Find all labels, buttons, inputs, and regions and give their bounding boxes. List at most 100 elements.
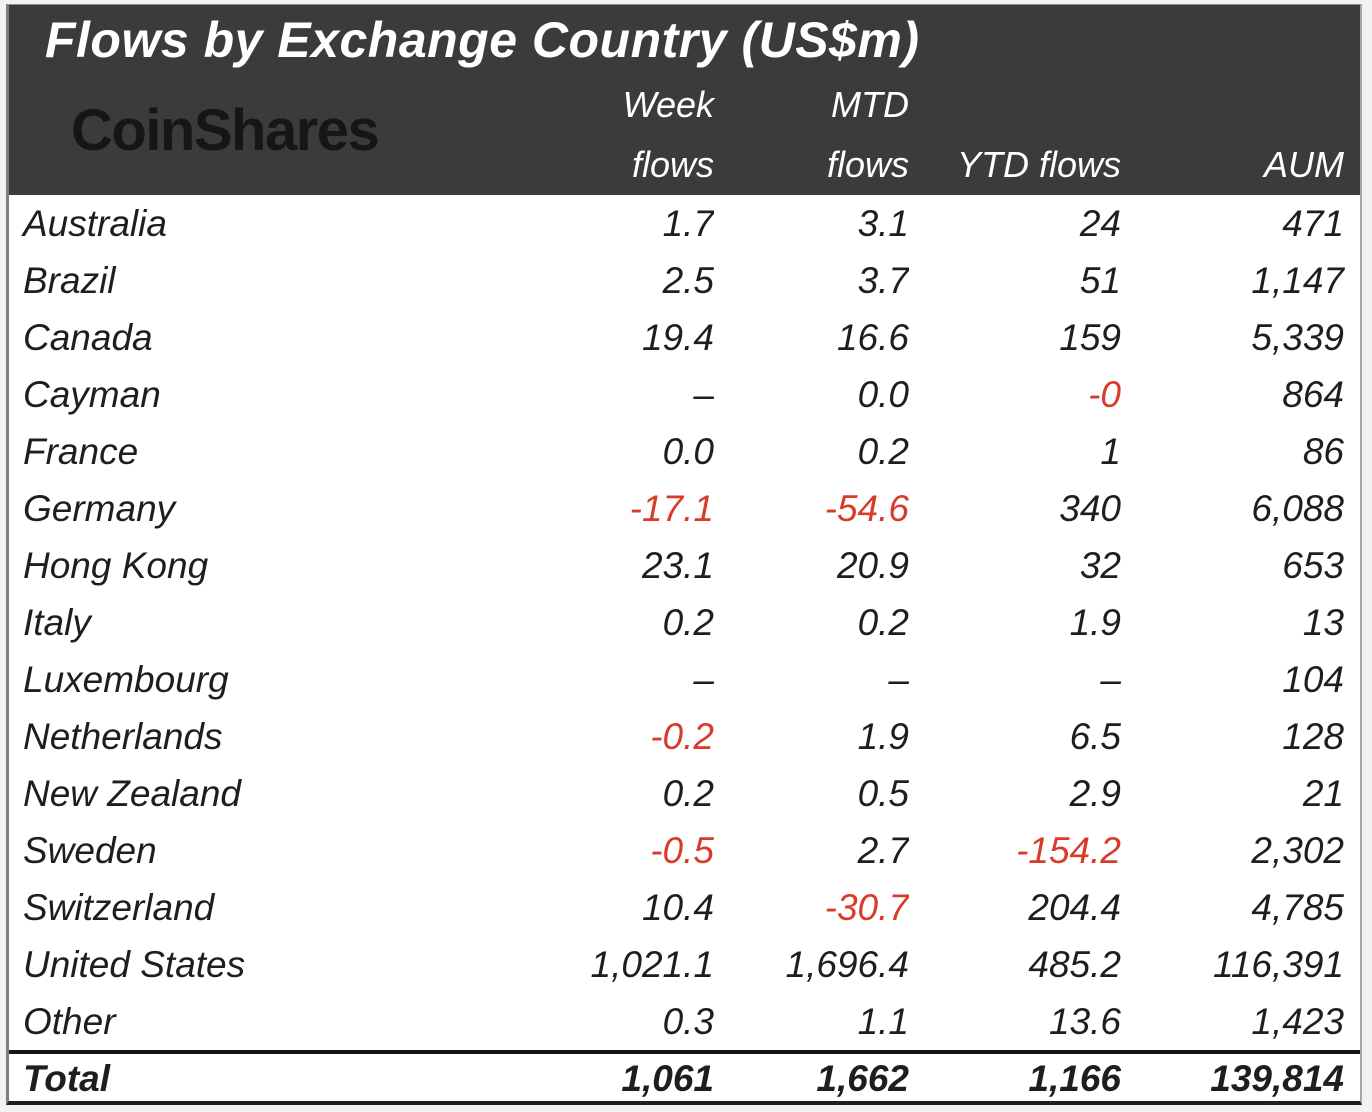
aum-cell: 128	[1282, 715, 1344, 757]
col-header-mtd-line1: MTD	[831, 84, 909, 125]
table-row: Hong Kong 23.1 20.9 32 653	[9, 537, 1360, 594]
table-row: Sweden -0.5 2.7 -154.2 2,302	[9, 822, 1360, 879]
aum-cell: 1,423	[1251, 1000, 1344, 1042]
country-cell: Switzerland	[23, 886, 215, 928]
aum-cell: 4,785	[1251, 886, 1344, 928]
country-cell: Brazil	[23, 259, 116, 301]
aum-cell: 21	[1302, 772, 1344, 814]
table-row: Canada 19.4 16.6 159 5,339	[9, 309, 1360, 366]
flows-table-frame: Flows by Exchange Country (US$m) CoinSha…	[6, 4, 1362, 1105]
country-cell: Canada	[23, 316, 153, 358]
country-cell: Netherlands	[23, 715, 223, 757]
table-row: New Zealand 0.2 0.5 2.9 21	[9, 765, 1360, 822]
country-cell: Italy	[23, 601, 91, 643]
week-flows-cell: 0.2	[662, 772, 714, 814]
table-header: Flows by Exchange Country (US$m) CoinSha…	[9, 5, 1360, 195]
week-flows-cell: -0.2	[650, 715, 714, 757]
country-cell: United States	[23, 943, 246, 985]
spacer	[1121, 75, 1360, 135]
coinshares-logo: CoinShares	[71, 98, 380, 163]
table-row: Other 0.3 1.1 13.6 1,423	[9, 993, 1360, 1052]
table-row: Switzerland 10.4 -30.7 204.4 4,785	[9, 879, 1360, 936]
week-flows-cell: –	[693, 373, 714, 415]
ytd-flows-cell: 1.9	[1069, 601, 1121, 643]
week-flows-cell: 23.1	[641, 544, 714, 586]
week-flows-cell: 0.0	[662, 430, 714, 472]
ytd-flows-cell: 24	[1079, 202, 1121, 244]
table-row: France 0.0 0.2 1 86	[9, 423, 1360, 480]
aum-cell: 2,302	[1251, 829, 1344, 871]
spacer	[9, 75, 517, 135]
mtd-flows-cell: 1.9	[857, 715, 909, 757]
week-flows-cell: -0.5	[650, 829, 714, 871]
column-headers: Week MTD flows flows YTD flows AUM	[9, 75, 1360, 195]
country-cell: Cayman	[23, 373, 161, 415]
mtd-flows-cell: 1.1	[857, 1000, 909, 1042]
mtd-flows-cell: 2.7	[857, 829, 909, 871]
country-cell: New Zealand	[23, 772, 242, 814]
country-cell: Other	[23, 1000, 116, 1042]
aum-cell: 471	[1282, 202, 1344, 244]
ytd-flows-cell: 13.6	[1048, 1000, 1121, 1042]
table-row: Luxembourg – – – 104	[9, 651, 1360, 708]
country-cell: Luxembourg	[23, 658, 229, 700]
week-flows-cell: –	[693, 658, 714, 700]
aum-cell: 6,088	[1251, 487, 1344, 529]
ytd-flows-cell: 485.2	[1028, 943, 1121, 985]
mtd-flows-cell: -30.7	[824, 886, 909, 928]
table-row: Netherlands -0.2 1.9 6.5 128	[9, 708, 1360, 765]
aum-cell: 116,391	[1213, 943, 1344, 985]
ytd-flows-cell: 2.9	[1069, 772, 1121, 814]
ytd-flows-cell: 51	[1079, 259, 1121, 301]
week-flows-cell: 1,021.1	[590, 943, 714, 985]
mtd-flows-cell: 20.9	[836, 544, 909, 586]
table-row: United States 1,021.1 1,696.4 485.2 116,…	[9, 936, 1360, 993]
spacer	[909, 75, 1121, 135]
mtd-flows-cell: –	[888, 658, 909, 700]
week-flows-cell: -17.1	[629, 487, 714, 529]
mtd-flows-cell: 1,696.4	[785, 943, 909, 985]
col-header-mtd-line2: flows	[826, 144, 909, 185]
mtd-flows-cell: 0.2	[857, 601, 909, 643]
table-row: Australia 1.7 3.1 24 471	[9, 195, 1360, 252]
col-header-ytd: YTD flows	[956, 144, 1121, 185]
aum-cell: 1,147	[1251, 259, 1344, 301]
ytd-flows-cell: -154.2	[1016, 829, 1121, 871]
week-flows-cell: 0.3	[662, 1000, 714, 1042]
table-row: Germany -17.1 -54.6 340 6,088	[9, 480, 1360, 537]
aum-cell: 86	[1302, 430, 1344, 472]
col-header-week-line2: flows	[631, 144, 714, 185]
table-row: Brazil 2.5 3.7 51 1,147	[9, 252, 1360, 309]
country-cell: Hong Kong	[23, 544, 209, 586]
total-ytd-flows: 1,166	[909, 1050, 1121, 1101]
aum-cell: 5,339	[1251, 316, 1344, 358]
col-header-week-line1: Week	[622, 84, 714, 125]
ytd-flows-cell: 204.4	[1028, 886, 1121, 928]
flows-table: Australia 1.7 3.1 24 471 Brazil 2.5 3.7 …	[9, 195, 1360, 1101]
table-row: Cayman – 0.0 -0 864	[9, 366, 1360, 423]
aum-cell: 13	[1302, 601, 1344, 643]
spacer	[9, 135, 517, 195]
total-label: Total	[9, 1050, 517, 1101]
total-row: Total 1,061 1,662 1,166 139,814	[9, 1050, 1360, 1101]
ytd-flows-cell: 1	[1100, 430, 1121, 472]
week-flows-cell: 0.2	[662, 601, 714, 643]
mtd-flows-cell: 16.6	[836, 316, 909, 358]
country-cell: Australia	[23, 202, 167, 244]
country-cell: Germany	[23, 487, 176, 529]
table-row: Italy 0.2 0.2 1.9 13	[9, 594, 1360, 651]
ytd-flows-cell: -0	[1088, 373, 1121, 415]
mtd-flows-cell: 0.5	[857, 772, 909, 814]
week-flows-cell: 10.4	[641, 886, 714, 928]
mtd-flows-cell: 0.0	[857, 373, 909, 415]
col-header-aum: AUM	[1264, 144, 1344, 185]
ytd-flows-cell: 159	[1059, 316, 1121, 358]
week-flows-cell: 2.5	[662, 259, 714, 301]
mtd-flows-cell: -54.6	[824, 487, 909, 529]
mtd-flows-cell: 3.7	[857, 259, 909, 301]
aum-cell: 653	[1282, 544, 1344, 586]
week-flows-cell: 19.4	[641, 316, 714, 358]
country-cell: Sweden	[23, 829, 157, 871]
country-cell: France	[23, 430, 139, 472]
